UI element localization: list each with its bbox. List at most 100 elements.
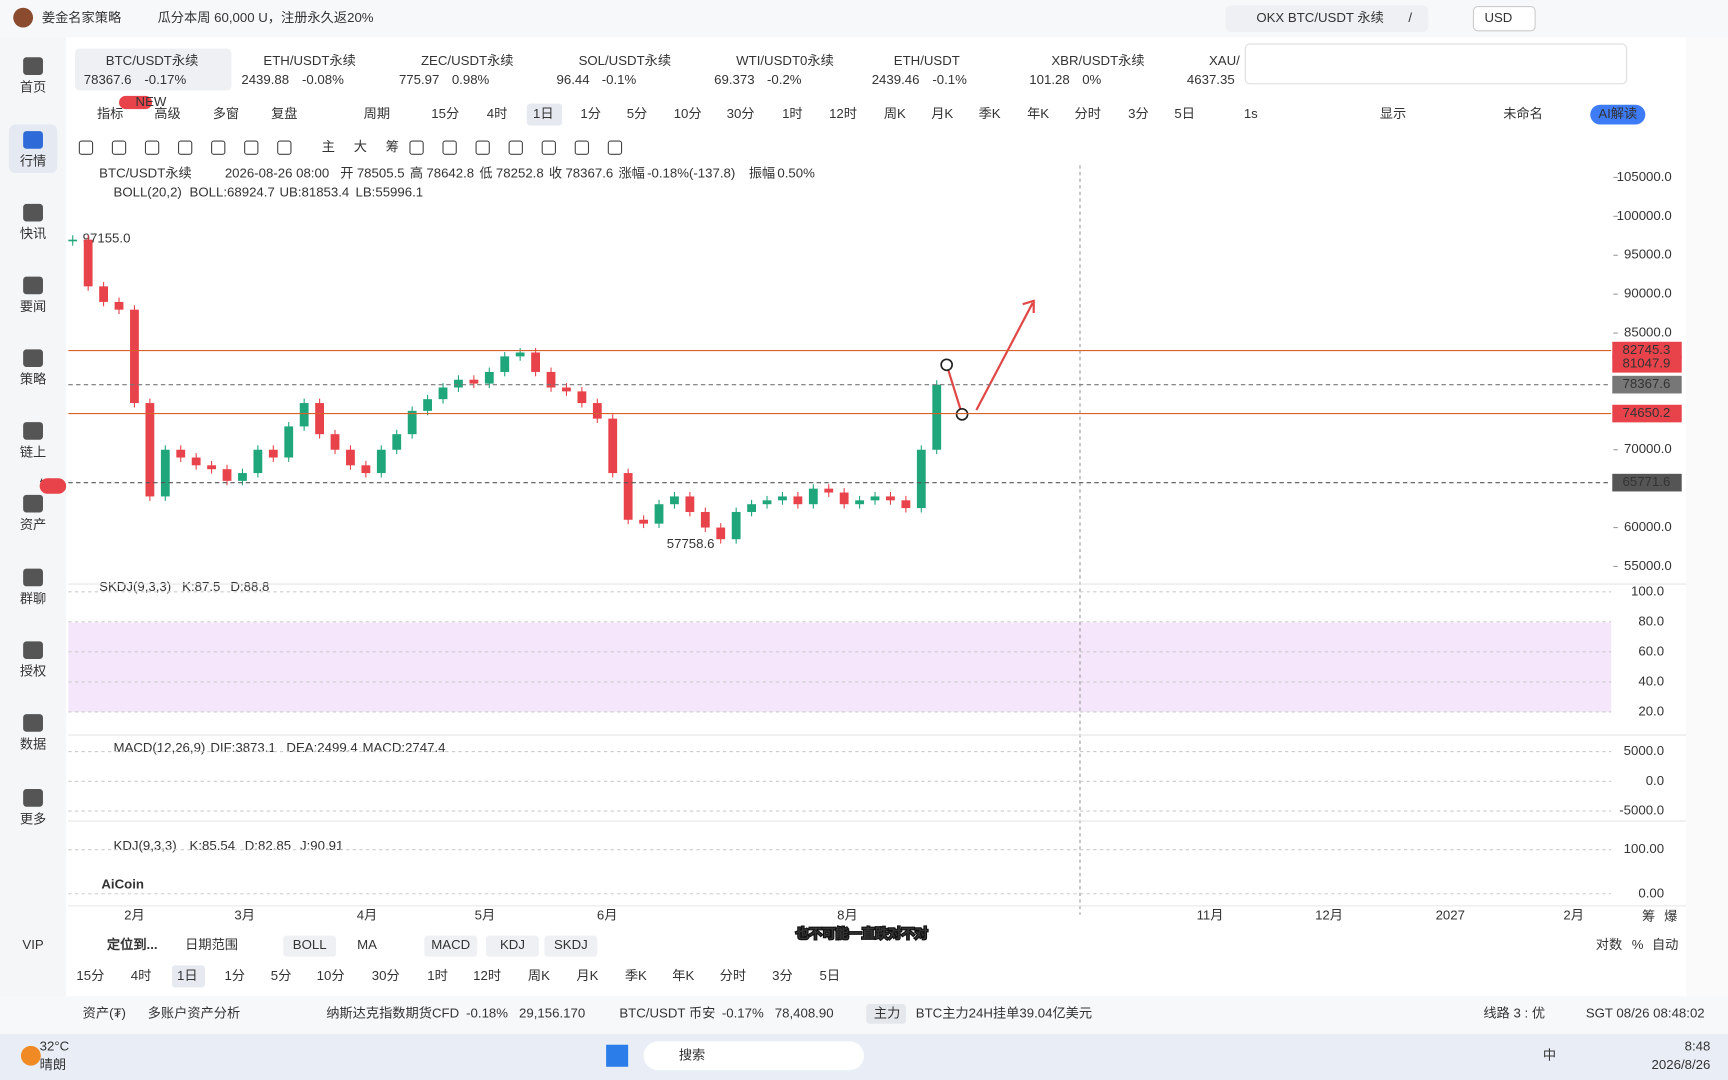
sidebar-icon[interactable] bbox=[23, 276, 43, 295]
sidebar-icon[interactable] bbox=[23, 568, 43, 587]
status-item[interactable]: 主力 bbox=[874, 1005, 900, 1020]
indicator-chip[interactable] bbox=[283, 935, 337, 957]
ime[interactable]: 中 bbox=[1543, 1047, 1556, 1062]
period[interactable]: 10分 bbox=[317, 968, 345, 983]
ticker-name[interactable]: ETH/USDT bbox=[894, 53, 960, 68]
ticker-price[interactable]: 69.373 bbox=[714, 72, 754, 87]
ticker-name[interactable]: ZEC/USDT永续 bbox=[421, 53, 514, 68]
period[interactable]: 30分 bbox=[727, 106, 755, 121]
axis-tool[interactable]: 筹 bbox=[1642, 907, 1655, 923]
ticker-change[interactable]: -0.1% bbox=[932, 72, 967, 87]
ticker-price[interactable]: 78367.6 bbox=[84, 72, 132, 87]
ticker-name[interactable]: XBR/USDT永续 bbox=[1051, 53, 1144, 68]
ticker-price[interactable]: 96.44 bbox=[557, 72, 590, 87]
taskbar-search-text[interactable]: 搜索 bbox=[679, 1047, 705, 1062]
period[interactable]: 10分 bbox=[674, 106, 702, 121]
sidebar-item[interactable]: 群聊 bbox=[20, 591, 46, 606]
toolbar-item[interactable]: 高级 bbox=[154, 105, 180, 121]
period[interactable]: 5日 bbox=[820, 968, 841, 983]
period[interactable]: 1日 bbox=[533, 106, 554, 121]
active-ticker[interactable] bbox=[74, 48, 232, 91]
status-item[interactable]: 39.04亿美元 bbox=[1019, 1005, 1092, 1020]
ticker-change[interactable]: -0.08% bbox=[302, 72, 344, 87]
ticker-change[interactable]: -0.17% bbox=[144, 72, 186, 87]
period[interactable]: 3分 bbox=[772, 968, 793, 983]
toolbar-item[interactable]: 多窗 bbox=[213, 105, 239, 121]
indicator-button[interactable]: SKDJ bbox=[554, 937, 588, 952]
tool-icon[interactable] bbox=[78, 140, 94, 155]
ticker-change[interactable]: -0.1% bbox=[602, 72, 637, 87]
drawing-tool[interactable]: 主 bbox=[322, 139, 335, 154]
status-item[interactable]: 29,156.170 bbox=[519, 1005, 585, 1020]
period[interactable]: 月K bbox=[576, 968, 598, 983]
ticker-price[interactable]: 4637.35 bbox=[1187, 72, 1235, 87]
sidebar-icon[interactable] bbox=[23, 203, 43, 222]
scale-option[interactable]: 自动 bbox=[1652, 937, 1678, 952]
period[interactable]: 季K bbox=[625, 968, 647, 983]
search-box[interactable] bbox=[1225, 5, 1429, 32]
period[interactable]: 15分 bbox=[76, 968, 104, 983]
date-range[interactable]: 日期范围 bbox=[185, 937, 238, 952]
tool-icon[interactable] bbox=[607, 140, 623, 155]
locate[interactable]: 定位到... bbox=[107, 936, 158, 952]
period[interactable]: 5分 bbox=[627, 106, 648, 121]
scale-option[interactable]: % bbox=[1632, 937, 1644, 952]
active-period[interactable] bbox=[171, 965, 205, 988]
period[interactable]: 1分 bbox=[224, 968, 245, 983]
period[interactable]: 分时 bbox=[1074, 106, 1100, 121]
scale-option[interactable]: 对数 bbox=[1596, 937, 1622, 952]
period[interactable]: 15分 bbox=[431, 106, 459, 121]
ticker-name[interactable]: ETH/USDT永续 bbox=[263, 53, 356, 68]
sidebar-item[interactable]: 授权 bbox=[20, 663, 46, 679]
status-item[interactable]: 78,408.90 bbox=[775, 1005, 834, 1020]
indicator-chip[interactable] bbox=[486, 935, 539, 957]
indicator-button[interactable]: MA bbox=[357, 937, 377, 952]
axis-tool[interactable]: 爆 bbox=[1664, 908, 1677, 923]
tool-icon[interactable] bbox=[177, 140, 193, 155]
period[interactable]: 年K bbox=[672, 968, 694, 983]
period[interactable]: 5分 bbox=[271, 968, 292, 983]
tool-icon[interactable] bbox=[409, 140, 424, 155]
toolbar-item[interactable]: 周期 bbox=[364, 106, 390, 121]
period[interactable]: 年K bbox=[1027, 106, 1049, 121]
sidebar-item[interactable]: 要闻 bbox=[20, 299, 46, 314]
indicator-button[interactable]: KDJ bbox=[500, 937, 525, 952]
period[interactable]: 12时 bbox=[473, 968, 501, 983]
period[interactable]: 1日 bbox=[177, 968, 198, 983]
status-item[interactable]: 多账户资产分析 bbox=[148, 1004, 241, 1020]
period[interactable]: 周K bbox=[528, 968, 550, 983]
taskbar-search[interactable] bbox=[643, 1041, 864, 1071]
sidebar-icon[interactable] bbox=[23, 422, 43, 440]
tool-icon[interactable] bbox=[508, 140, 523, 155]
sidebar-item[interactable]: 策略 bbox=[20, 371, 47, 387]
period[interactable]: 4时 bbox=[487, 106, 508, 121]
sidebar-icon[interactable] bbox=[23, 349, 43, 367]
tool-icon[interactable] bbox=[541, 140, 556, 155]
period[interactable]: 1时 bbox=[782, 106, 803, 121]
status-item[interactable]: 纳斯达克指数期货CFD bbox=[326, 1004, 459, 1020]
period[interactable]: 30分 bbox=[372, 968, 400, 983]
currency-select[interactable] bbox=[1472, 6, 1536, 32]
ticker-name[interactable]: SOL/USDT永续 bbox=[579, 53, 672, 68]
toolbar-item[interactable]: 未命名 bbox=[1503, 105, 1543, 121]
period[interactable]: 周K bbox=[884, 106, 906, 121]
ticker-name[interactable]: WTI/USDT0永续 bbox=[736, 53, 834, 68]
ticker-price[interactable]: 775.97 bbox=[399, 72, 439, 87]
sidebar-item[interactable]: 更多 bbox=[20, 810, 46, 826]
ticker-name[interactable]: BTC/USDT永续 bbox=[106, 53, 199, 68]
sidebar-icon[interactable] bbox=[23, 641, 43, 660]
notice[interactable]: 瓜分本周 60,000 U，注册永久返20% bbox=[158, 10, 374, 25]
status-item[interactable]: BTC主力24H挂单 bbox=[916, 1005, 1020, 1020]
tool-icon[interactable] bbox=[111, 140, 127, 155]
period[interactable]: 12时 bbox=[829, 106, 857, 121]
status-item[interactable]: 资产(₮) bbox=[83, 1005, 126, 1020]
tool-icon[interactable] bbox=[475, 140, 490, 155]
tool-icon[interactable] bbox=[211, 140, 226, 155]
toolbar-item[interactable]: 复盘 bbox=[271, 105, 297, 121]
tool-icon[interactable] bbox=[442, 140, 457, 155]
ticker-name[interactable]: XAU/ bbox=[1209, 53, 1240, 68]
period[interactable]: 季K bbox=[979, 106, 1001, 121]
toolbar-item[interactable]: 指标 bbox=[97, 106, 123, 121]
drawing-tool[interactable]: 筹 bbox=[386, 138, 399, 154]
tool-icon[interactable] bbox=[574, 140, 590, 155]
